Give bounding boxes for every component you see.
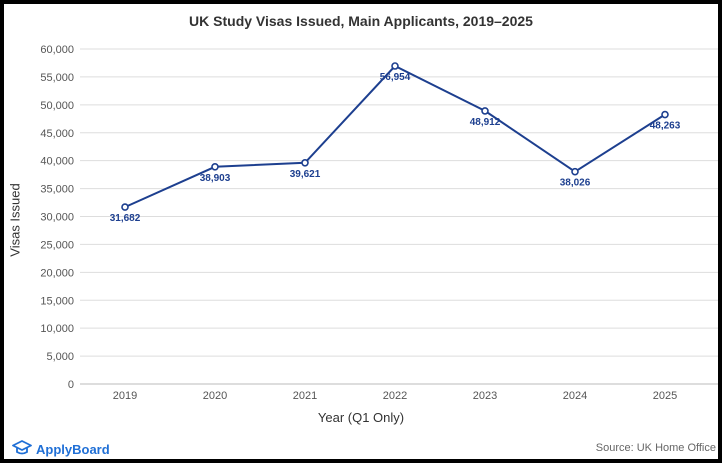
x-tick-label: 2025 [653, 390, 677, 402]
data-label: 38,026 [560, 178, 591, 189]
data-label: 48,263 [650, 121, 681, 132]
x-tick-label: 2019 [113, 390, 137, 402]
data-point [211, 162, 219, 171]
data-label: 39,621 [290, 169, 321, 180]
x-tick-label: 2022 [383, 390, 407, 402]
x-tick-label: 2021 [293, 390, 317, 402]
data-point [661, 110, 669, 119]
data-label: 48,912 [470, 117, 501, 128]
x-tick-label: 2020 [203, 390, 227, 402]
y-tick-label: 40,000 [40, 156, 74, 168]
chart-frame: UK Study Visas Issued, Main Applicants, … [4, 4, 718, 459]
source-note: Source: UK Home Office [595, 442, 716, 454]
brand-logo[interactable]: ApplyBoard [12, 440, 110, 459]
brand-name: ApplyBoard [36, 442, 110, 457]
data-point [391, 62, 399, 70]
x-tick-label: 2023 [473, 390, 497, 402]
data-point [571, 167, 579, 176]
data-point [121, 203, 129, 211]
y-tick-label: 45,000 [40, 128, 74, 140]
x-axis-label: Year (Q1 Only) [317, 410, 405, 425]
y-tick-label: 5,000 [46, 351, 74, 363]
x-tick-label: 2024 [563, 390, 587, 402]
y-tick-label: 30,000 [40, 212, 74, 224]
data-point [481, 107, 489, 115]
y-tick-label: 20,000 [40, 267, 74, 279]
y-tick-label: 25,000 [40, 239, 74, 251]
y-tick-label: 35,000 [40, 184, 74, 196]
data-label: 56,954 [380, 72, 411, 83]
line-chart: 0 5,000 10,000 15,000 20,000 25,000 30,000 35,0… [40, 44, 718, 402]
graduation-cap-icon [12, 440, 32, 459]
y-tick-label: 10,000 [40, 323, 74, 335]
data-label: 31,682 [110, 213, 141, 224]
y-tick-label: 0 [68, 379, 74, 391]
chart-title: UK Study Visas Issued, Main Applicants, … [189, 13, 533, 29]
y-tick-label: 15,000 [40, 295, 74, 307]
data-point [301, 158, 309, 167]
y-axis-label: Visas Issued [7, 183, 23, 257]
y-tick-label: 55,000 [40, 72, 74, 84]
data-label: 38,903 [200, 173, 231, 184]
y-tick-label: 50,000 [40, 100, 74, 112]
y-tick-label: 60,000 [40, 44, 74, 56]
